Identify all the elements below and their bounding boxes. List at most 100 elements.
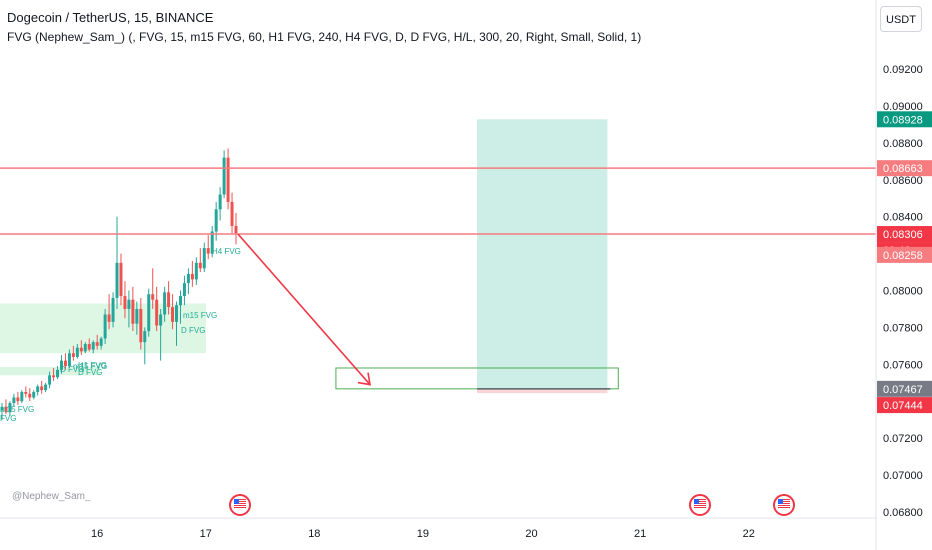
candle-body: [16, 397, 20, 402]
candle-body: [79, 347, 83, 352]
candle: [59, 355, 63, 374]
candle-body: [63, 360, 67, 367]
candle: [91, 340, 95, 354]
candle: [8, 401, 12, 416]
flag-stripe: [234, 505, 246, 506]
us-flag-icon[interactable]: [229, 494, 251, 516]
price-badge-bg: [877, 246, 932, 263]
candle-body: [167, 292, 171, 308]
candle-body: [206, 248, 210, 254]
candle-body: [107, 314, 111, 322]
candle-body: [175, 305, 179, 322]
candle: [175, 301, 179, 346]
candle-body: [186, 273, 190, 284]
candle-body: [131, 299, 135, 324]
us-flag-icon[interactable]: [773, 494, 795, 516]
candle: [198, 248, 202, 273]
candle: [218, 187, 222, 221]
candle-body: [44, 384, 48, 391]
candle-body: [115, 262, 119, 298]
flag-stripe: [694, 503, 706, 504]
price-tick-label: 0.08000: [883, 286, 923, 298]
candle-body: [214, 209, 218, 232]
candle-body: [99, 338, 103, 346]
time-tick-label: 18: [308, 528, 320, 540]
candle-body: [103, 314, 107, 339]
target-zone: [477, 119, 608, 394]
flag-stripe: [234, 501, 246, 502]
time-tick-label: 20: [525, 528, 537, 540]
candle: [226, 148, 230, 210]
flag-canton: [694, 499, 699, 504]
fvg-label: D FVG: [181, 326, 205, 335]
price-tick-label: 0.07600: [883, 359, 923, 371]
candle: [32, 390, 36, 400]
candle: [111, 292, 115, 328]
time-axis[interactable]: 16 17 18 19 20 21 22: [0, 517, 876, 540]
flag-stripe: [234, 503, 246, 504]
candle: [171, 294, 175, 330]
price-badge-text: 0.08663: [883, 163, 923, 175]
symbol-title[interactable]: Dogecoin / TetherUS, 15, BINANCE: [7, 10, 214, 25]
candle-body: [32, 391, 36, 398]
price-tick-label: 0.07800: [883, 322, 923, 334]
economic-events[interactable]: [229, 494, 795, 516]
flag-stripe: [778, 499, 790, 500]
candle-body: [52, 375, 56, 378]
fvg-label: m15 FVG: [0, 405, 34, 414]
zones-layer: [0, 119, 608, 394]
candle: [234, 213, 238, 245]
currency-button[interactable]: USDT: [880, 6, 922, 32]
price-badge-bg: [877, 226, 932, 243]
candle: [63, 353, 67, 370]
candles-layer: [0, 148, 238, 420]
candle-body: [119, 262, 123, 297]
candle-body: [67, 353, 71, 367]
time-tick-label: 21: [634, 528, 646, 540]
candle-body: [40, 386, 44, 391]
candle: [99, 336, 103, 350]
candle: [155, 286, 159, 332]
candle-body: [178, 296, 182, 306]
fvg-zone-m15: [0, 367, 100, 376]
fvg-label: D FVG: [60, 365, 84, 374]
candle-body: [24, 391, 28, 394]
price-tick-label: 0.07000: [883, 470, 923, 482]
candle: [4, 399, 8, 415]
flag-stripe: [778, 507, 790, 508]
projection-arrow-line[interactable]: [237, 233, 371, 386]
candle: [151, 268, 155, 309]
indicator-legend[interactable]: FVG (Nephew_Sam_) (, FVG, 15, m15 FVG, 6…: [7, 30, 642, 44]
candle-body: [83, 344, 87, 352]
candle-body: [71, 353, 75, 357]
candle: [131, 286, 135, 332]
us-flag-icon[interactable]: [689, 494, 711, 516]
stop-zone: [477, 388, 608, 394]
price-tick-label: 0.08400: [883, 212, 923, 224]
flag-stripe: [778, 503, 790, 504]
candle-body: [8, 403, 12, 413]
candle: [28, 388, 32, 402]
candle-body: [198, 262, 202, 269]
candle-body: [91, 342, 95, 350]
price-badge-text: 0.08306: [883, 229, 923, 241]
candle-body: [20, 391, 24, 402]
candle-body: [159, 314, 163, 326]
candle-body: [151, 294, 155, 300]
price-badge-bg: [877, 397, 932, 414]
candle-body: [135, 308, 139, 324]
price-badge: 0.07467: [877, 380, 932, 397]
candle-body: [182, 283, 186, 297]
fvg-label: m15 FVG: [73, 362, 107, 371]
candle: [40, 380, 44, 394]
fvg-label: D FVG: [78, 368, 102, 377]
candle-body: [4, 406, 8, 413]
price-axis[interactable]: 0.09200 0.09000 0.08800 0.08600 0.08400 0.082…: [875, 0, 932, 550]
candle-body: [56, 369, 60, 378]
candle: [186, 268, 190, 295]
candle: [0, 403, 4, 420]
flag-stripe: [234, 507, 246, 508]
candle-body: [95, 342, 99, 346]
candle-body: [222, 157, 226, 195]
